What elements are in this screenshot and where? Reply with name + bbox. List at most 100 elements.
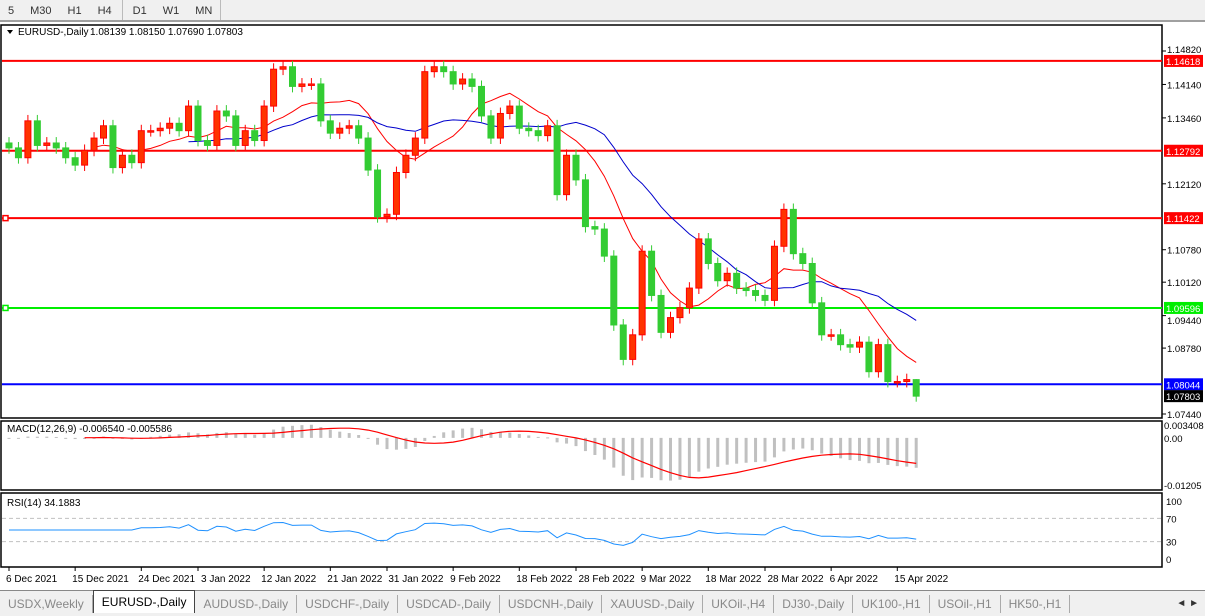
date-tick-label: 28 Mar 2022: [767, 574, 824, 585]
chart-tab[interactable]: AUDUSD-,Daily: [195, 594, 298, 613]
macd-histogram-bar: [706, 437, 710, 469]
candlestick: [789, 203, 797, 260]
candlestick: [667, 311, 674, 339]
candle-body: [317, 83, 325, 122]
candlestick: [156, 122, 164, 137]
level-anchor-icon[interactable]: [2, 304, 9, 312]
chart-tab[interactable]: USDCNH-,Daily: [500, 594, 603, 613]
level-anchor-icon[interactable]: [2, 214, 9, 222]
candlestick: [14, 141, 22, 164]
macd-panel: [0, 420, 1163, 491]
macd-histogram-bar: [149, 436, 153, 438]
candle-body: [610, 255, 618, 326]
macd-histogram-bar: [791, 437, 795, 450]
candlestick: [118, 149, 126, 174]
macd-histogram-bar: [347, 433, 351, 438]
candlestick: [865, 336, 873, 378]
macd-histogram-bar: [772, 437, 776, 458]
candlestick: [374, 164, 382, 223]
macd-histogram-bar: [820, 437, 824, 454]
candle-body: [563, 154, 571, 196]
candle-body: [128, 154, 136, 164]
candle-body: [818, 302, 826, 336]
price-tick-label: 1.08780: [1167, 344, 1201, 355]
timeframe-h1[interactable]: H1: [67, 5, 82, 17]
candlestick: [629, 328, 637, 366]
candlestick: [194, 100, 202, 147]
chart-tab[interactable]: UKOil-,H4: [703, 594, 775, 613]
candle-body: [638, 250, 646, 336]
candlestick: [137, 124, 145, 169]
candlestick: [459, 73, 467, 90]
candle-body: [232, 115, 240, 146]
macd-histogram-bar: [480, 429, 483, 438]
date-tick-label: 21 Jan 2022: [327, 574, 382, 585]
macd-histogram-bar: [366, 437, 370, 439]
timeframe-5[interactable]: 5: [8, 5, 15, 17]
candlestick: [478, 80, 485, 122]
macd-histogram-bar: [300, 425, 304, 438]
candlestick: [279, 60, 287, 76]
date-tick-label: 15 Apr 2022: [894, 574, 948, 585]
timeframe-m30[interactable]: M30: [30, 5, 52, 17]
macd-histogram-bar: [35, 436, 39, 438]
rsi-tick-label: 70: [1166, 514, 1177, 525]
tab-scroll-arrows-icon[interactable]: ◄ ►: [1176, 598, 1199, 609]
macd-histogram-bar: [574, 437, 578, 447]
candlestick: [874, 338, 882, 378]
chart-tab[interactable]: UK100-,H1: [853, 594, 930, 613]
chart-tab[interactable]: XAUUSD-,Daily: [602, 594, 704, 613]
candlestick: [610, 250, 618, 331]
chart-tab[interactable]: DJ30-,Daily: [774, 594, 854, 613]
macd-histogram-bar: [376, 437, 380, 445]
candlestick: [695, 232, 703, 294]
timeframe-w1[interactable]: W1: [162, 5, 180, 17]
candlestick: [166, 117, 174, 135]
macd-histogram-bar: [876, 437, 880, 463]
level-price-tag: [1164, 301, 1203, 314]
price-chart[interactable]: 1.14618 1.12792 1.11422 1.09596 1.080441.078…: [0, 24, 1205, 590]
candlestick: [808, 257, 816, 309]
rsi-tick-label: 100: [1166, 497, 1182, 508]
candlestick: [818, 296, 826, 341]
candlestick: [827, 328, 835, 341]
macd-histogram-bar: [73, 437, 77, 440]
date-tick-label: 28 Feb 2022: [578, 574, 635, 585]
candle-body: [402, 154, 410, 173]
macd-histogram-bar: [829, 437, 833, 456]
macd-histogram-bar: [243, 433, 247, 438]
candle-body: [667, 317, 674, 333]
candle-body: [496, 112, 504, 139]
macd-histogram-bar: [470, 427, 474, 438]
chart-tab[interactable]: USDCHF-,Daily: [297, 594, 399, 613]
chart-tab[interactable]: USOil-,H1: [930, 594, 1001, 613]
date-tick-label: 18 Mar 2022: [705, 574, 762, 585]
candle-body: [572, 154, 580, 181]
candle-body: [884, 344, 892, 383]
level-price-tag: [1164, 54, 1203, 67]
candle-body: [770, 245, 778, 301]
rsi-panel: [0, 492, 1163, 568]
chart-tab[interactable]: USDCAD-,Daily: [398, 594, 500, 613]
macd-histogram-bar: [319, 427, 323, 438]
candle-body: [62, 147, 70, 159]
macd-histogram-bar: [215, 432, 219, 438]
chart-tab[interactable]: EURUSD-,Daily: [92, 590, 196, 613]
level-price-label: 1.09596: [1166, 304, 1200, 315]
candlestick: [837, 328, 845, 351]
candle-body: [166, 122, 174, 129]
candle-body: [298, 83, 306, 87]
current-price-tag: [1164, 390, 1203, 403]
candlestick: [856, 336, 863, 354]
timeframe-mn[interactable]: MN: [195, 5, 213, 17]
candlestick: [109, 119, 117, 174]
macd-histogram-bar: [432, 435, 436, 438]
symbol-label: EURUSD-,Daily: [18, 27, 89, 38]
dropdown-triangle-icon[interactable]: [7, 30, 13, 34]
candlestick: [71, 151, 79, 172]
timeframe-d1[interactable]: D1: [132, 5, 147, 17]
chart-tab[interactable]: USDX,Weekly: [0, 594, 93, 613]
chart-tab[interactable]: HK50-,H1: [1001, 594, 1071, 613]
candle-body: [459, 78, 467, 85]
timeframe-h4[interactable]: H4: [97, 5, 112, 17]
